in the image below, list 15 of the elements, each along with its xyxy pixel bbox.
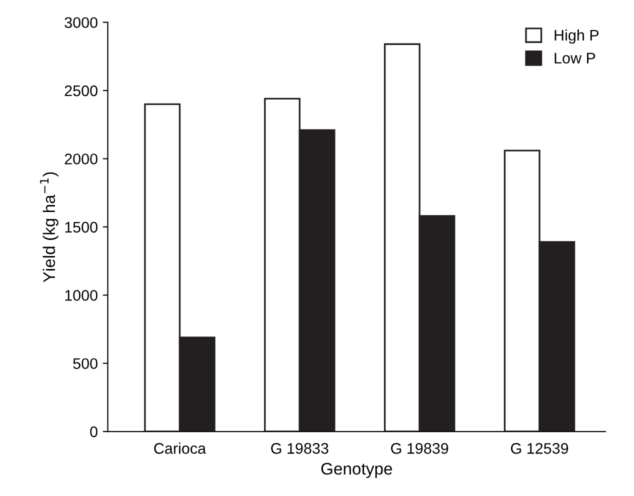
y-tick-label: 2000 bbox=[64, 154, 98, 164]
y-tick-label: 3000 bbox=[64, 17, 98, 28]
y-tick-label: 1500 bbox=[65, 222, 98, 233]
legend-label: Low P bbox=[554, 52, 596, 64]
x-tick-label: G 19833 bbox=[271, 443, 328, 454]
y-axis-title: Yield (kg ha$^{−1}$) bbox=[40, 172, 58, 282]
y-tick-label: 2500 bbox=[64, 85, 98, 96]
x-tick-label: G 19839 bbox=[391, 443, 448, 454]
y-tick-label: 1000 bbox=[65, 290, 98, 301]
x-axis-title: Genotype bbox=[321, 462, 392, 478]
x-tick-label: G 12539 bbox=[510, 443, 568, 454]
y-tick-label: 0 bbox=[90, 426, 98, 438]
x-tick-label: Carioca bbox=[154, 442, 206, 454]
y-tick-label: 500 bbox=[73, 358, 98, 370]
legend-label: High P bbox=[554, 29, 599, 44]
